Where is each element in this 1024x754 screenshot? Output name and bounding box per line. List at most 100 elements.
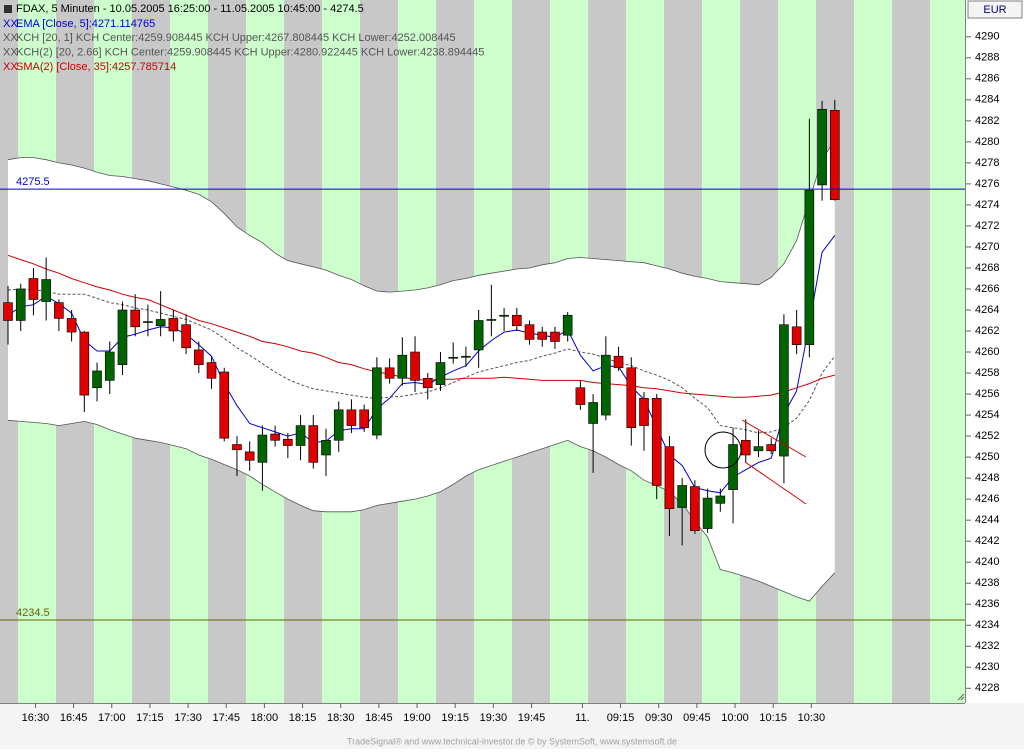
x-tick-label: 18:30 [327,712,355,724]
candle-body [588,402,598,424]
candle-body [54,302,64,319]
candle-body [92,370,102,389]
x-tick-label: 19:00 [403,712,431,724]
candle-body [639,397,649,426]
y-tick-label: 4278 [975,157,999,169]
candle-body [804,189,815,345]
legend-entry: KCH(2) [20, 2.66] KCH Center:4259.908445… [16,47,484,59]
candle-body [511,314,522,327]
y-tick-label: 4274 [975,199,999,211]
candle-body [791,326,802,345]
y-tick-label: 4254 [975,409,999,421]
indicator-line [7,288,836,434]
y-tick-label: 4238 [975,577,999,589]
x-tick-label: 18:00 [251,712,279,724]
y-axis-panel [965,0,1024,703]
candle-body [308,425,319,463]
candle-body [410,351,420,381]
y-tick-label: 4240 [975,556,999,568]
candle-body [194,349,204,365]
candle-body [206,362,217,379]
x-tick-label: 17:00 [98,712,126,724]
y-tick-label: 4242 [975,535,999,547]
y-tick-label: 4270 [975,241,999,253]
candle-body [397,354,408,379]
y-tick-label: 4280 [975,136,999,148]
candle-body [651,397,662,486]
x-tick-label: 10:30 [798,712,826,724]
candle-body [257,434,268,463]
band-area [8,139,835,602]
candle-body [384,367,395,379]
candle-body [677,485,687,508]
candle-body [168,318,179,332]
candle-body [295,425,306,446]
y-tick-label: 4252 [975,430,999,442]
x-tick-label: 18:15 [289,712,317,724]
x-tick-label: 11. [575,712,589,724]
x-tick-label: 09:30 [645,712,673,724]
candle-body [104,351,115,381]
overlay-layer: 4275.5 4234.5 [0,176,965,621]
legend-entry: EMA [Close, 5]:4271.114765 [16,18,155,30]
resize-grip [957,693,965,701]
indicator-line [7,254,835,398]
candle-body [779,324,789,457]
candle-body [766,444,777,452]
drawing-trendline [744,461,807,505]
x-tick-label: 17:15 [136,712,164,724]
candle-body [3,302,13,321]
candle-body [270,433,280,441]
y-tick-label: 4276 [975,178,999,190]
candle-body [499,314,509,317]
x-tick-label: 10:15 [759,712,787,724]
y-tick-label: 4250 [975,451,999,463]
x-tick-label: 17:45 [212,712,240,724]
y-tick-label: 4244 [975,514,999,526]
candle-body [130,309,140,328]
price-line-label: 4275.5 [16,176,50,188]
y-tick-label: 4286 [975,73,999,85]
currency: EUR [983,4,1006,16]
legend-entry: KCH [20, 1] KCH Center:4259.908445 KCH U… [16,32,456,44]
y-tick-label: 4234 [975,619,999,631]
candle-body [740,439,751,456]
y-tick-label: 4262 [975,325,999,337]
legend-marker: XX [3,18,18,30]
x-tick-label: 18:45 [365,712,393,724]
candle-body [550,331,560,342]
candle-body [537,331,548,340]
y-tick-label: 4266 [975,283,999,295]
y-tick-label: 4264 [975,304,999,316]
stripe [930,0,965,703]
y-tick-label: 4290 [975,31,999,43]
legend-marker: XX [3,32,18,44]
candle-body [601,354,611,416]
legend-marker: XX [3,47,18,59]
candle-body [28,278,39,300]
candle-body [448,356,459,359]
candle-body [473,320,484,351]
x-tick-label: 16:45 [60,712,88,724]
candle-body [817,108,827,186]
x-tick-label: 09:15 [607,712,635,724]
x-tick-label: 19:45 [518,712,546,724]
currency-box [967,0,1023,19]
candle-body [435,362,446,385]
candle-body [524,324,535,340]
candle-body [829,110,840,200]
candle-body [79,331,90,396]
y-tick-label: 4228 [975,682,999,694]
x-tick-label: 16:30 [22,712,50,724]
y-tick-label: 4232 [975,640,999,652]
legend-entry: SMA(2) [Close, 35]:4257.785714 [16,61,176,73]
chart-title: FDAX, 5 Minuten - 10.05.2005 16:25:00 - … [16,3,364,15]
candle-body [181,324,191,349]
candle-body [283,438,293,446]
candle-body [664,446,675,509]
x-tick-label: 10:00 [721,712,749,724]
candle-body [143,321,153,323]
x-tick-label: 09:45 [683,712,711,724]
